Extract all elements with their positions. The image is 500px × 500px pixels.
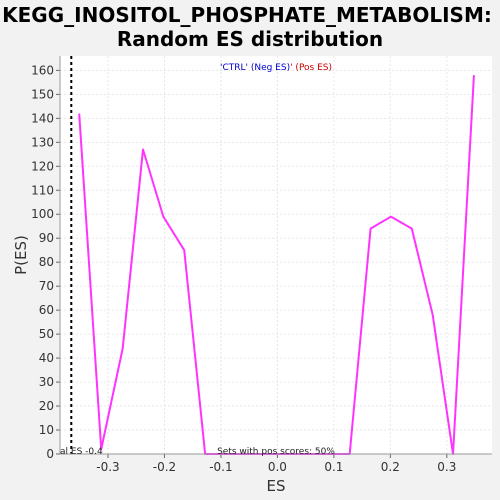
y-tick-label: 10: [39, 423, 54, 437]
x-axis-label: ES: [267, 477, 286, 495]
grid-lines: [60, 56, 492, 455]
x-tick-label: 0.3: [437, 460, 456, 474]
y-tick-label: 80: [39, 255, 54, 269]
y-tick-label: 150: [31, 87, 54, 101]
y-tick-label: 120: [31, 159, 54, 173]
y-tick-label: 20: [39, 399, 54, 413]
plot-area: [60, 56, 492, 454]
y-tick-label: 160: [31, 63, 54, 77]
y-tick-label: 100: [31, 207, 54, 221]
pos-scores-label: Sets with pos scores: 50%: [217, 447, 335, 457]
y-axis-ticks: 0 10 20 30 40 50 60 70 80 90 100 110 120 130 140 150 160: [31, 63, 60, 461]
y-tick-label: 110: [31, 183, 54, 197]
x-axis-ticks: -0.3 -0.2 -0.1 0.0 0.1 0.2 0.3: [96, 454, 456, 474]
x-tick-label: -0.1: [209, 460, 232, 474]
legend: 'CTRL' (Neg ES)' (Pos ES): [220, 63, 332, 73]
legend-neg-es: 'CTRL' (Neg ES): [220, 63, 290, 73]
y-tick-label: 70: [39, 279, 54, 293]
y-tick-label: 130: [31, 135, 54, 149]
x-tick-label: -0.3: [96, 460, 119, 474]
y-tick-label: 60: [39, 303, 54, 317]
chart-title-line-1: KEGG_INOSITOL_PHOSPHATE_METABOLISM:: [2, 3, 492, 27]
legend-pos-es: ' (Pos ES): [290, 63, 332, 73]
x-tick-label: -0.2: [153, 460, 176, 474]
x-tick-label: 0.1: [324, 460, 343, 474]
x-tick-label: 0.2: [381, 460, 400, 474]
y-tick-label: 0: [46, 447, 54, 461]
actual-es-label: al ES -0.4: [60, 447, 103, 457]
chart-title-line-2: Random ES distribution: [117, 27, 383, 51]
x-tick-label: 0.0: [268, 460, 287, 474]
y-tick-label: 40: [39, 351, 54, 365]
y-tick-label: 90: [39, 231, 54, 245]
y-tick-label: 50: [39, 327, 54, 341]
y-axis-label: P(ES): [12, 235, 30, 275]
y-tick-label: 140: [31, 111, 54, 125]
y-tick-label: 30: [39, 375, 54, 389]
